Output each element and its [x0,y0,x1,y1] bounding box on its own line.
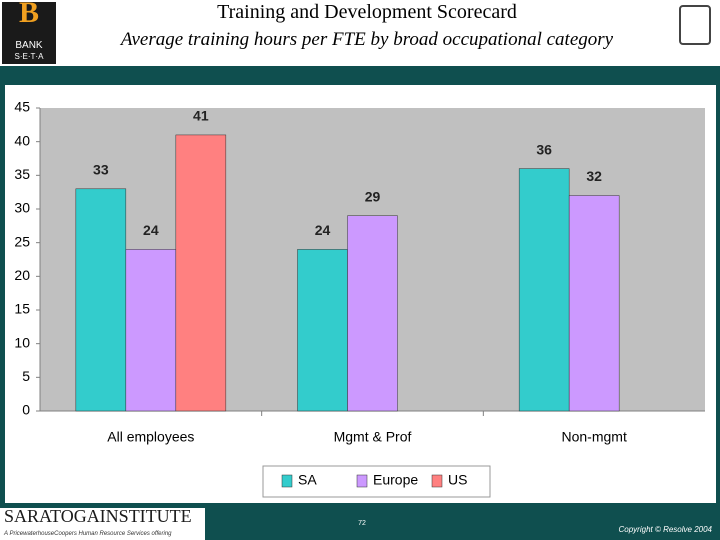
page-number: 72 [358,520,366,527]
bar [518,168,570,412]
footer-tagline: A PricewaterhouseCoopers Human Resource … [3,531,172,537]
bar [347,215,398,412]
copyright: Copyright © Resolve 2004 [619,525,713,534]
y-tick-label: 10 [14,334,30,350]
y-tick-label: 30 [14,200,30,216]
logo-mark: B [19,0,39,29]
data-label: 36 [536,141,552,157]
legend-swatch [431,474,443,488]
logo-left-bg [2,2,56,64]
bar [297,249,348,412]
chart-subtitle: Average training hours per FTE by broad … [119,29,614,50]
data-label: 24 [143,222,159,238]
logo-right-text: Resolve [676,54,715,65]
legend-box [262,465,491,498]
y-tick-label: 35 [14,166,30,182]
y-tick-label: 20 [14,267,30,283]
data-label: 32 [586,168,602,184]
header-bg [0,0,720,66]
bar [568,195,620,412]
x-tick-label: Mgmt & Prof [334,429,412,445]
bar [125,249,177,412]
y-tick-label: 45 [14,99,30,115]
x-tick-label: Non-mgmt [561,429,626,445]
logo-right-icon [679,5,711,45]
legend-label: Europe [373,472,418,488]
bar [175,134,227,412]
x-tick-label: All employees [107,429,194,445]
y-tick-label: 25 [14,233,30,249]
legend-swatch [281,474,293,488]
bar [75,188,127,412]
logo-text: S·E·T·A [15,52,45,61]
data-label: 24 [315,222,331,238]
footer-brand: SARATOGAINSTITUTE [4,506,192,526]
y-tick-label: 5 [22,368,30,384]
legend-label: SA [298,472,317,488]
legend-swatch [356,474,368,488]
y-tick-label: 0 [22,402,30,418]
y-tick-label: 15 [14,301,30,317]
y-tick-label: 40 [14,132,30,148]
data-label: 41 [193,108,209,124]
data-label: 29 [365,188,381,204]
footer-logo-bg [0,508,205,540]
logo-text: BANK [15,40,43,51]
chart-title: Training and Development Scorecard [217,1,517,23]
data-label: 33 [93,162,109,178]
legend-label: US [448,472,467,488]
